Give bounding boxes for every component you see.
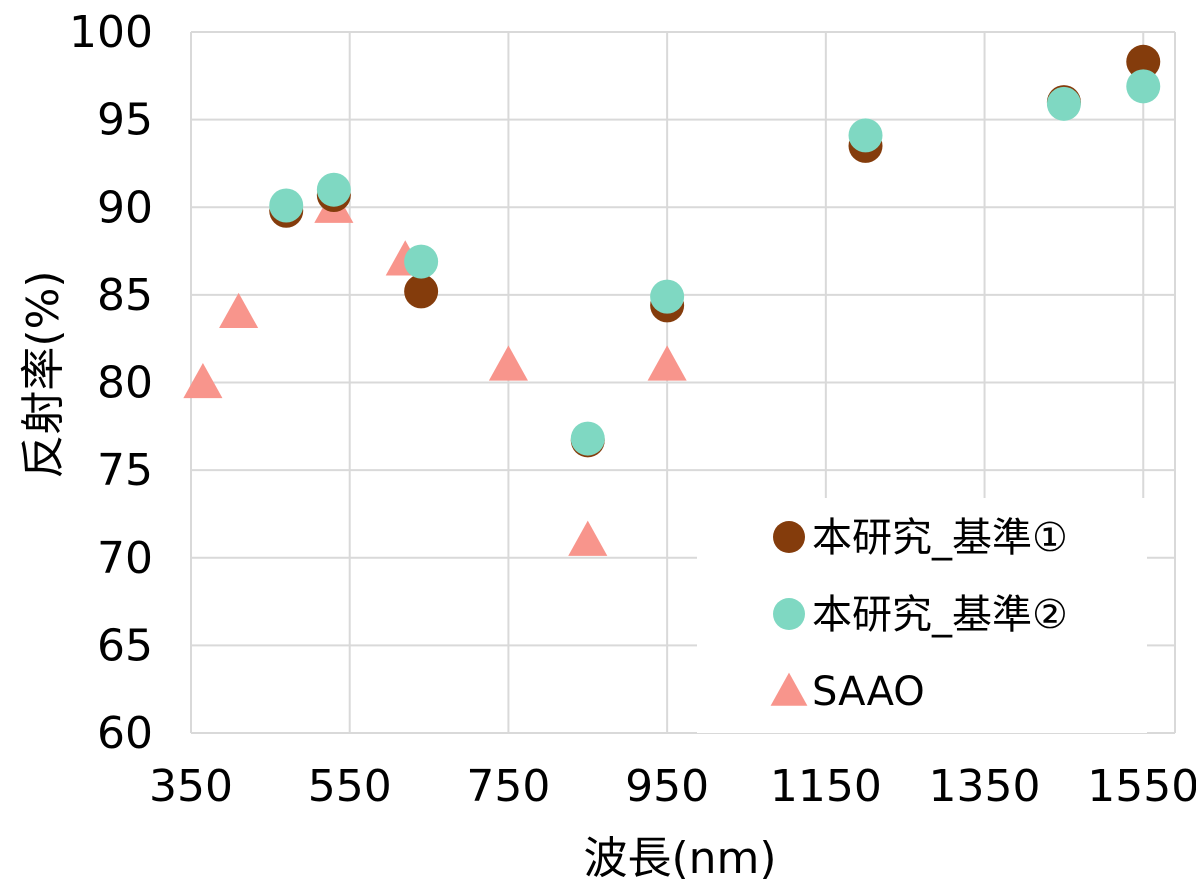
data-point (488, 345, 528, 381)
data-point (1126, 69, 1161, 104)
data-point (404, 244, 439, 279)
data-point (570, 421, 605, 456)
data-point (316, 172, 351, 207)
legend-label: 本研究_基準② (812, 592, 1068, 638)
legend-marker (770, 672, 808, 706)
data-point (219, 292, 259, 329)
data-point (183, 362, 223, 399)
y-tick-label: 80 (97, 358, 153, 409)
data-point (1126, 44, 1161, 79)
data-points (183, 44, 1161, 556)
x-axis-title: 波長(nm) (583, 833, 776, 883)
y-tick-label: 75 (97, 445, 153, 496)
x-tick-labels: 350 550 750 950 1150 1350 1550 (149, 761, 1196, 812)
data-point (650, 279, 685, 314)
x-tick-label: 550 (308, 761, 392, 812)
data-point (568, 520, 608, 556)
y-tick-label: 100 (69, 7, 153, 58)
y-axis-title: 反射率(%) (18, 270, 69, 478)
series-2 (269, 69, 1161, 456)
y-tick-label: 90 (97, 182, 153, 233)
x-tick-label: 1150 (770, 761, 882, 812)
y-tick-label: 95 (97, 95, 153, 146)
legend-background (697, 498, 1147, 733)
data-point (647, 345, 687, 381)
data-point (848, 118, 883, 153)
legend-marker (773, 598, 805, 630)
y-tick-label: 85 (97, 270, 153, 321)
x-tick-label: 1550 (1087, 761, 1196, 812)
x-tick-label: 750 (466, 761, 550, 812)
data-point (1046, 86, 1081, 121)
y-tick-label: 60 (97, 708, 153, 759)
x-tick-label: 950 (625, 761, 709, 812)
x-tick-label: 350 (149, 761, 233, 812)
data-point (404, 274, 439, 309)
y-tick-label: 65 (97, 620, 153, 671)
y-tick-labels: 60 65 70 75 80 85 90 95 100 (69, 7, 153, 759)
legend-label: SAAO (812, 669, 925, 715)
y-tick-label: 70 (97, 533, 153, 584)
legend-marker (773, 521, 805, 553)
legend-label: 本研究_基準① (812, 515, 1068, 561)
x-tick-label: 1350 (929, 761, 1041, 812)
series-3 (183, 187, 687, 556)
legend: 本研究_基準① 本研究_基準② SAAO (697, 498, 1147, 733)
data-point (269, 188, 304, 223)
